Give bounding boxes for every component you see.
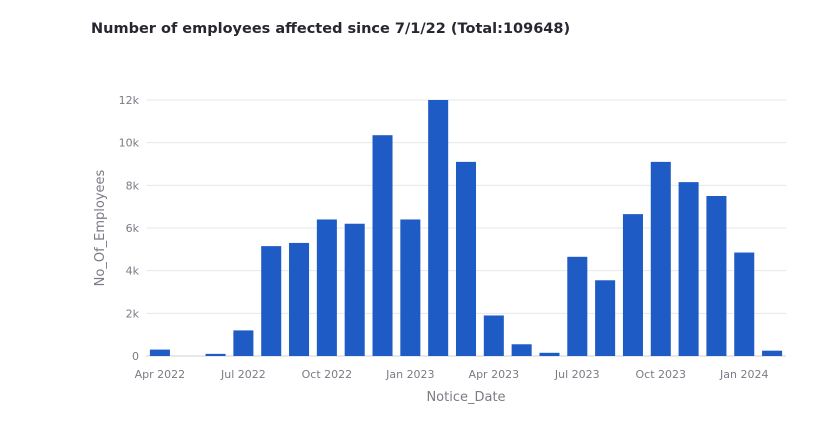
bar-2022-09[interactable]	[289, 242, 310, 356]
y-tick-label: 0	[132, 350, 139, 363]
x-tick-label: Jul 2022	[220, 368, 266, 381]
bar-2023-06[interactable]	[539, 352, 560, 356]
chart-title: Number of employees affected since 7/1/2…	[91, 21, 571, 37]
y-tick-label: 12k	[119, 94, 140, 107]
bar-2023-01[interactable]	[400, 219, 421, 356]
bar-2024-01[interactable]	[734, 252, 755, 356]
bar-2022-06[interactable]	[205, 353, 226, 356]
y-tick-label: 2k	[126, 307, 140, 320]
bar-2022-07[interactable]	[233, 330, 254, 356]
x-tick-label: Oct 2023	[636, 368, 687, 381]
bar-2023-09[interactable]	[622, 214, 643, 356]
bar-2022-11[interactable]	[344, 223, 365, 356]
y-tick-label: 10k	[119, 137, 140, 150]
x-tick-label: Jan 2023	[385, 368, 434, 381]
bars	[149, 100, 783, 356]
bar-2023-04[interactable]	[483, 315, 504, 356]
bar-2023-11[interactable]	[678, 182, 699, 356]
x-tick-label: Apr 2023	[469, 368, 520, 381]
x-tick-label: Jul 2023	[554, 368, 600, 381]
x-tick-label: Apr 2022	[135, 368, 186, 381]
bar-2024-02[interactable]	[762, 350, 783, 356]
x-axis-title: Notice_Date	[426, 390, 505, 405]
x-tick-label: Oct 2022	[302, 368, 353, 381]
y-axis-title: No_Of_Employees	[93, 169, 108, 286]
y-tick-label: 8k	[126, 179, 140, 192]
bar-2022-12[interactable]	[372, 135, 393, 356]
bar-2023-02[interactable]	[428, 100, 449, 356]
bar-2023-07[interactable]	[567, 256, 588, 356]
x-tick-labels: Apr 2022 Jul 2022 Oct 2022 Jan 2023 Apr 2023…	[135, 368, 769, 381]
y-tick-labels: 0 2k 4k 6k 8k 10k 12k	[119, 94, 140, 363]
bar-2022-08[interactable]	[261, 246, 282, 356]
y-tick-label: 4k	[126, 265, 140, 278]
bar-2023-10[interactable]	[650, 161, 671, 356]
bar-2023-03[interactable]	[455, 161, 477, 356]
x-tick-label: Jan 2024	[719, 368, 768, 381]
y-tick-label: 6k	[126, 222, 140, 235]
bar-2023-12[interactable]	[706, 196, 727, 356]
bar-2022-04[interactable]	[149, 349, 170, 356]
bar-2022-10[interactable]	[316, 219, 337, 356]
bar-2023-08[interactable]	[595, 280, 616, 356]
bar-2023-05[interactable]	[511, 344, 532, 356]
